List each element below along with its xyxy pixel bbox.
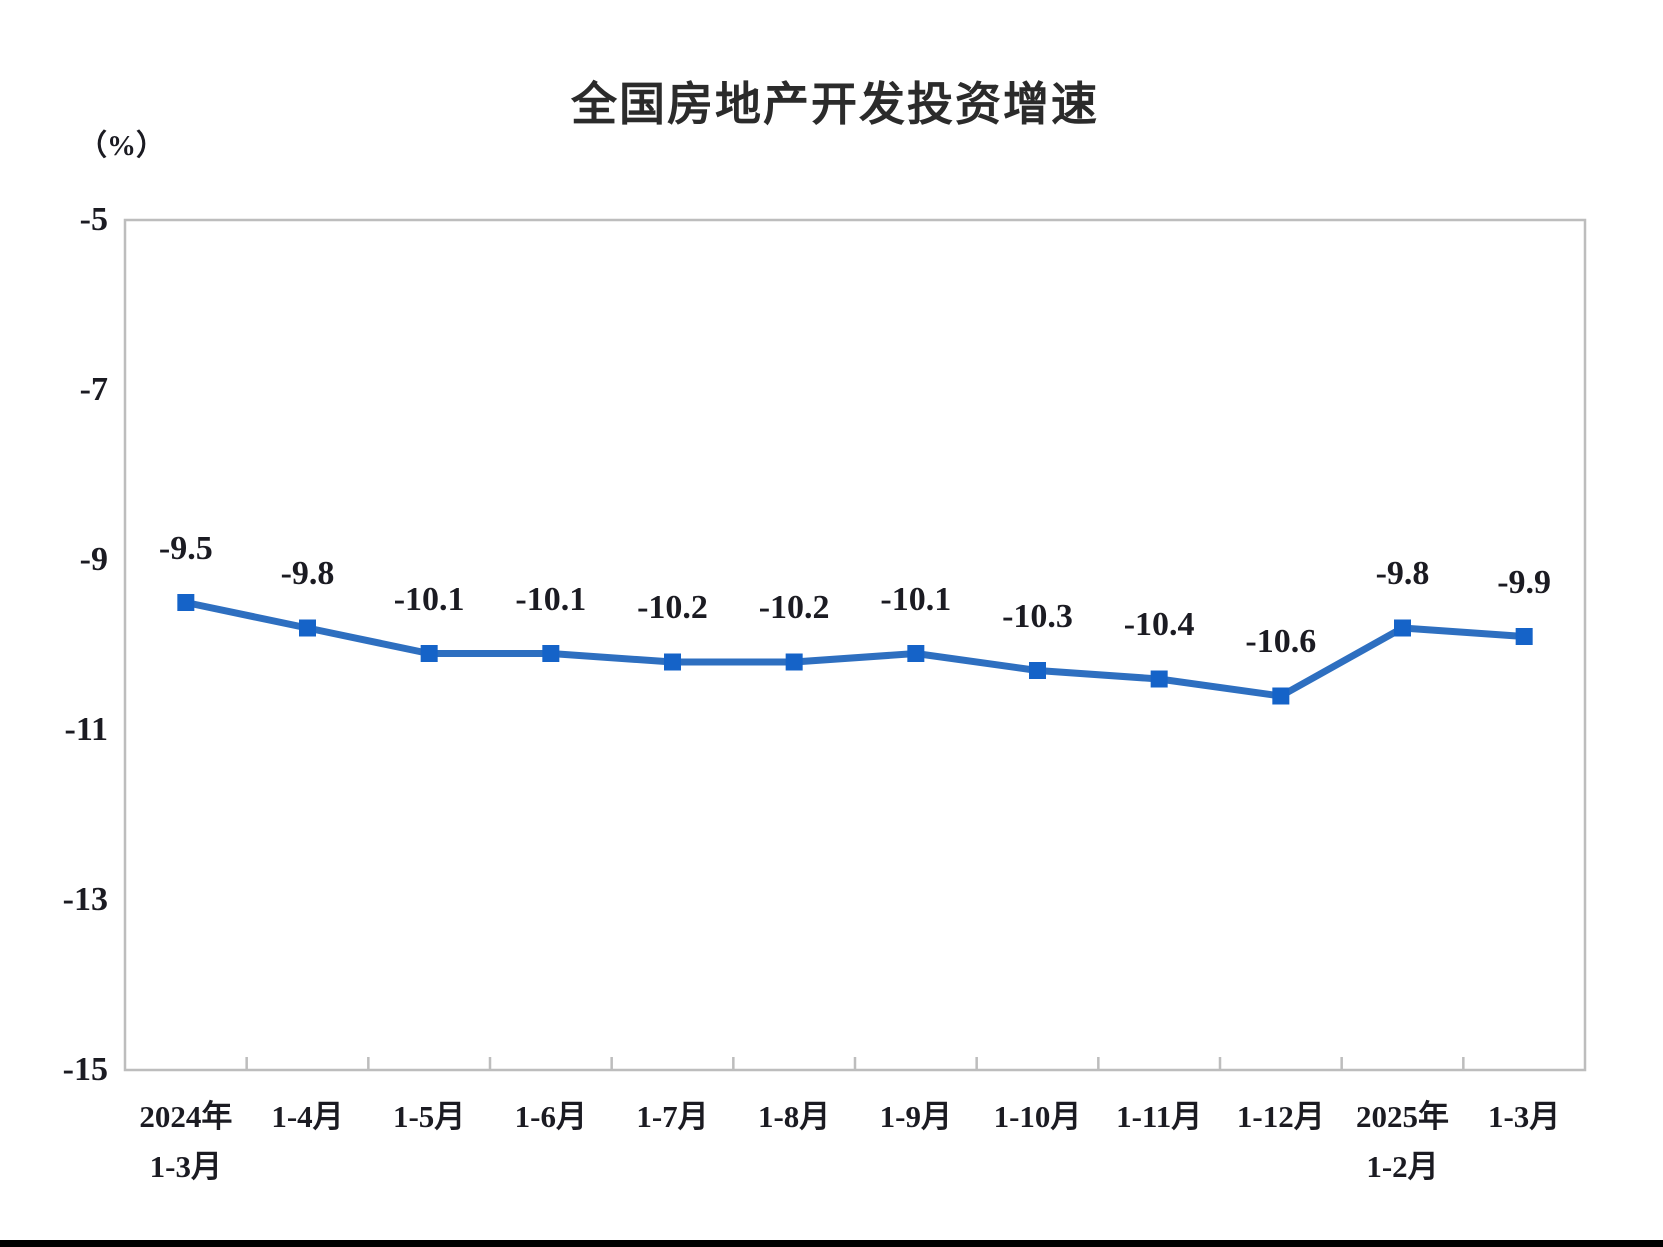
x-tick-line: 1-2月 bbox=[1366, 1149, 1439, 1184]
x-tick-label: 1-3月 bbox=[1459, 1092, 1589, 1142]
data-label: -10.2 bbox=[758, 589, 830, 626]
data-label: -9.9 bbox=[1497, 563, 1552, 601]
series-marker bbox=[299, 619, 316, 637]
series-marker bbox=[1515, 628, 1533, 645]
x-tick-label: 1-4月 bbox=[243, 1092, 373, 1142]
x-tick-label: 1-12月 bbox=[1216, 1092, 1346, 1142]
series-marker bbox=[420, 645, 438, 662]
data-label: -10.1 bbox=[880, 580, 952, 618]
data-label: -9.5 bbox=[158, 529, 213, 567]
series-marker bbox=[1029, 662, 1046, 679]
x-tick-line: 1-8月 bbox=[757, 1099, 831, 1134]
chart-title: 全国房地产开发投资增速 bbox=[571, 77, 1099, 131]
x-tick-line: 2024年 bbox=[139, 1099, 233, 1134]
data-label: -9.8 bbox=[1375, 555, 1430, 592]
x-tick-line: 1-12月 bbox=[1236, 1099, 1325, 1134]
data-label: -10.6 bbox=[1245, 623, 1317, 660]
series-marker bbox=[907, 645, 925, 662]
x-tick-line: 1-3月 bbox=[149, 1149, 222, 1184]
x-tick-line: 1-11月 bbox=[1116, 1099, 1203, 1134]
x-tick-label: 1-7月 bbox=[608, 1092, 738, 1142]
series-marker bbox=[1150, 670, 1168, 688]
series-marker bbox=[1272, 687, 1290, 705]
x-tick-label: 1-10月 bbox=[973, 1092, 1103, 1142]
x-tick-line: 1-9月 bbox=[879, 1099, 952, 1134]
x-tick-line: 1-4月 bbox=[271, 1099, 344, 1134]
data-label: -10.3 bbox=[1002, 597, 1073, 635]
y-axis-unit-label: （%） bbox=[78, 130, 166, 162]
x-tick-line: 1-10月 bbox=[993, 1099, 1082, 1134]
x-tick-label: 1-9月 bbox=[851, 1092, 981, 1142]
data-label: -10.1 bbox=[515, 580, 587, 618]
bottom-black-bar bbox=[0, 1240, 1663, 1247]
x-tick-line: 1-3月 bbox=[1487, 1099, 1561, 1134]
data-label: -10.4 bbox=[1123, 606, 1195, 643]
y-tick-label: -15 bbox=[62, 1051, 108, 1088]
x-tick-label: 1-6月 bbox=[486, 1092, 616, 1142]
x-tick-label: 1-5月 bbox=[364, 1092, 494, 1142]
x-tick-label: 2025年 1-2月 bbox=[1338, 1092, 1468, 1192]
x-tick-line: 1-7月 bbox=[636, 1099, 709, 1134]
series-marker bbox=[785, 653, 803, 671]
series-marker bbox=[177, 594, 195, 611]
series-line bbox=[182, 599, 1528, 700]
x-tick-label: 1-8月 bbox=[729, 1092, 859, 1142]
y-tick-label: -11 bbox=[64, 711, 108, 748]
y-tick-label: -5 bbox=[79, 201, 108, 238]
data-label: -10.2 bbox=[637, 589, 708, 626]
x-tick-label: 2024年 1-3月 bbox=[121, 1092, 251, 1192]
series-marker bbox=[664, 653, 681, 671]
x-tick-line: 1-6月 bbox=[514, 1099, 587, 1134]
y-tick-label: -7 bbox=[79, 371, 108, 408]
x-tick-line: 1-5月 bbox=[392, 1099, 466, 1134]
series-marker bbox=[1394, 619, 1411, 637]
data-label: -9.8 bbox=[280, 555, 335, 592]
data-label: -10.1 bbox=[393, 580, 465, 618]
x-tick-line: 2025年 bbox=[1356, 1099, 1449, 1134]
y-tick-label: -13 bbox=[62, 881, 108, 918]
series-marker bbox=[542, 645, 560, 662]
y-tick-label: -9 bbox=[79, 541, 108, 578]
x-tick-label: 1-11月 bbox=[1094, 1092, 1224, 1142]
